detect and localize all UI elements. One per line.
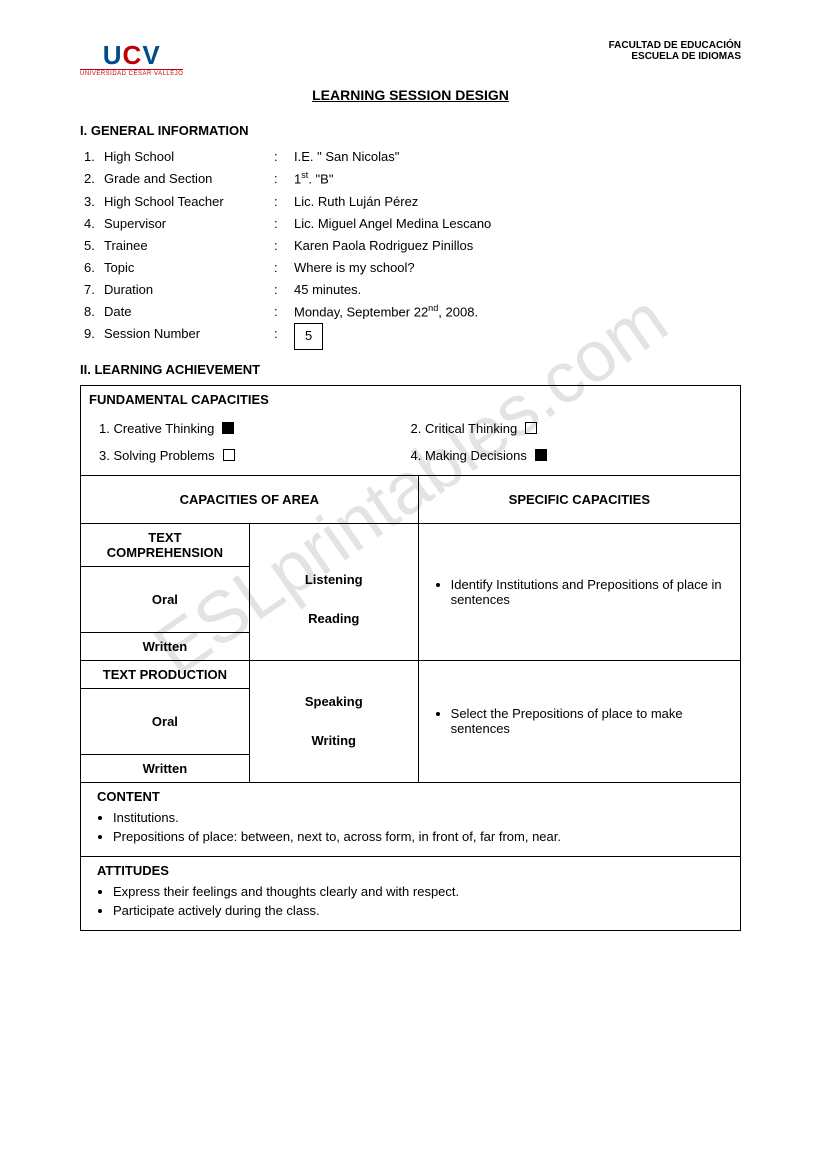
info-value: Lic. Ruth Luján Pérez [294,191,741,213]
info-value: I.E. " San Nicolas" [294,146,741,168]
attitudes-list: Express their feelings and thoughts clea… [89,882,732,920]
info-row: 3.High School Teacher:Lic. Ruth Luján Pé… [80,191,741,213]
prod-oral: Oral [81,688,250,754]
capacity-decisions: 4. Making Decisions [411,448,723,463]
content-list: Institutions.Prepositions of place: betw… [89,808,732,846]
info-row: 5.Trainee:Karen Paola Rodriguez Pinillos [80,235,741,257]
logo-subtitle: UNIVERSIDAD CESAR VALLEJO [80,69,183,77]
content-title: CONTENT [89,789,732,804]
info-label: Supervisor [104,213,274,235]
capacity-label: 3. Solving Problems [99,448,215,463]
header: UCV UNIVERSIDAD CESAR VALLEJO FACULTAD D… [80,40,741,77]
capacity-label: 1. Creative Thinking [99,421,214,436]
info-value: Lic. Miguel Angel Medina Lescano [294,213,741,235]
comp-listening: Listening [258,572,410,587]
info-num: 2. [80,168,104,190]
info-row: 9.Session Number:5 [80,323,741,349]
info-row: 7.Duration:45 minutes. [80,279,741,301]
faculty-line1: FACULTAD DE EDUCACIÓN [609,40,741,51]
info-colon: : [274,323,294,349]
specific-comprehension: Identify Institutions and Prepositions o… [451,575,732,609]
info-num: 4. [80,213,104,235]
prod-writing: Writing [258,733,410,748]
specific-production: Select the Prepositions of place to make… [451,704,732,738]
checkbox-icon [222,422,234,434]
attitudes-title: ATTITUDES [89,863,732,878]
capacity-critical: 2. Critical Thinking [411,421,723,436]
info-value: Where is my school? [294,257,741,279]
attitudes-item: Participate actively during the class. [113,901,732,920]
info-label: Trainee [104,235,274,257]
info-value: Karen Paola Rodriguez Pinillos [294,235,741,257]
info-num: 5. [80,235,104,257]
logo-letter-u: U [103,40,123,70]
learning-table: FUNDAMENTAL CAPACITIES 1. Creative Think… [80,385,741,931]
info-num: 8. [80,301,104,323]
info-label: Grade and Section [104,168,274,190]
logo-letter-v: V [142,40,160,70]
info-colon: : [274,257,294,279]
attitudes-item: Express their feelings and thoughts clea… [113,882,732,901]
info-value: 5 [294,323,741,349]
capacity-solving: 3. Solving Problems [99,448,411,463]
info-num: 1. [80,146,104,168]
section1-title: I. GENERAL INFORMATION [80,123,741,138]
checkbox-icon [223,449,235,461]
prod-written: Written [81,754,250,782]
col-header-area: CAPACITIES OF AREA [81,475,419,523]
header-faculty: FACULTAD DE EDUCACIÓN ESCUELA DE IDIOMAS [609,40,741,62]
info-num: 7. [80,279,104,301]
info-row: 4.Supervisor:Lic. Miguel Angel Medina Le… [80,213,741,235]
info-num: 3. [80,191,104,213]
info-colon: : [274,235,294,257]
info-colon: : [274,191,294,213]
logo-letter-c: C [123,40,143,70]
info-label: Session Number [104,323,274,349]
info-value: 1st. "B" [294,168,741,190]
content-item: Institutions. [113,808,732,827]
info-colon: : [274,213,294,235]
capacity-label: 2. Critical Thinking [411,421,518,436]
info-row: 8.Date:Monday, September 22nd, 2008. [80,301,741,323]
info-value: 45 minutes. [294,279,741,301]
comp-oral: Oral [81,566,250,632]
checkbox-icon [535,449,547,461]
info-label: Duration [104,279,274,301]
content-item: Prepositions of place: between, next to,… [113,827,732,846]
info-colon: : [274,279,294,301]
info-value: Monday, September 22nd, 2008. [294,301,741,323]
capacity-creative: 1. Creative Thinking [99,421,411,436]
info-colon: : [274,301,294,323]
text-comprehension-title: TEXT COMPREHENSION [81,523,250,566]
info-row: 1.High School:I.E. " San Nicolas" [80,146,741,168]
session-number-box: 5 [294,323,323,349]
col-header-specific: SPECIFIC CAPACITIES [418,475,740,523]
info-label: High School [104,146,274,168]
faculty-line2: ESCUELA DE IDIOMAS [609,51,741,62]
info-num: 6. [80,257,104,279]
info-label: High School Teacher [104,191,274,213]
checkbox-icon [525,422,537,434]
prod-speaking: Speaking [258,694,410,709]
info-row: 2.Grade and Section:1st. "B" [80,168,741,190]
comp-written: Written [81,632,250,660]
info-label: Date [104,301,274,323]
capacity-label: 4. Making Decisions [411,448,527,463]
section2-title: II. LEARNING ACHIEVEMENT [80,362,741,377]
logo: UCV UNIVERSIDAD CESAR VALLEJO [80,40,183,77]
info-row: 6.Topic:Where is my school? [80,257,741,279]
general-info-list: 1.High School:I.E. " San Nicolas"2.Grade… [80,146,741,350]
text-production-title: TEXT PRODUCTION [81,660,250,688]
info-num: 9. [80,323,104,349]
info-label: Topic [104,257,274,279]
info-colon: : [274,168,294,190]
comp-reading: Reading [258,611,410,626]
info-colon: : [274,146,294,168]
fundamental-title: FUNDAMENTAL CAPACITIES [89,392,732,409]
page-title: LEARNING SESSION DESIGN [80,87,741,103]
